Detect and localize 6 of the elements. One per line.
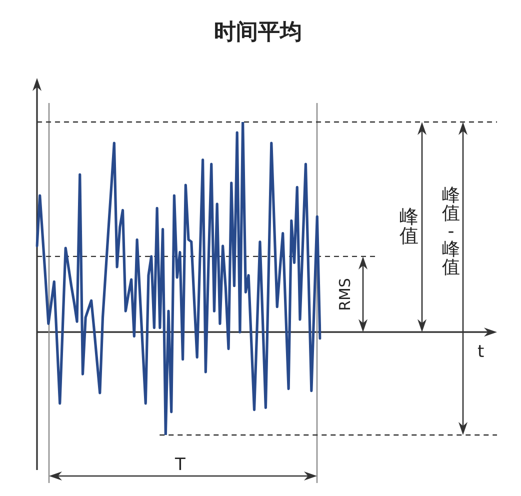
text: 峰值 <box>400 206 418 248</box>
text: RMS <box>336 278 354 311</box>
text: t <box>478 342 484 362</box>
text: T <box>175 454 186 474</box>
text: 峰值-峰值 <box>442 184 460 278</box>
chart-title: 时间平均 <box>214 20 302 45</box>
